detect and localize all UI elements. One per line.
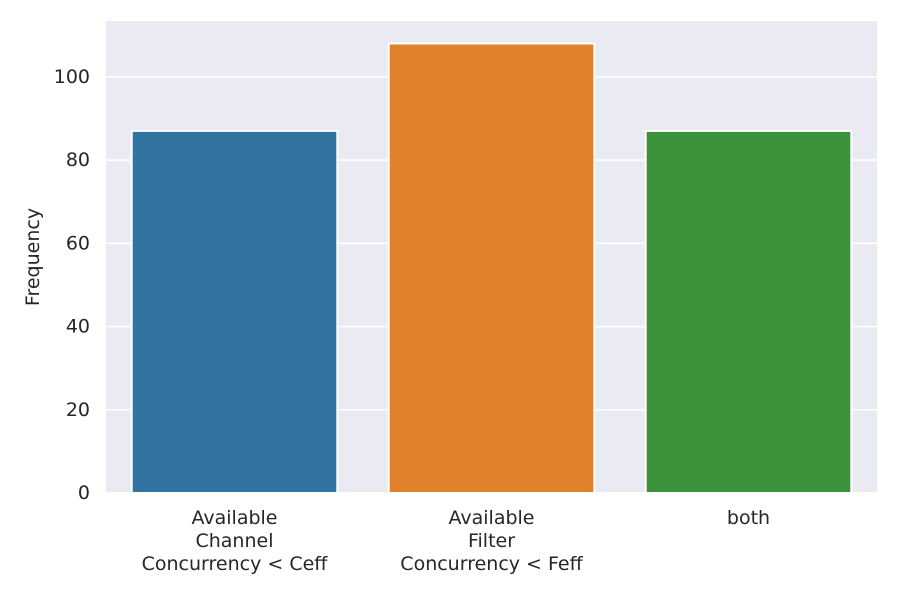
y-tick-label: 60: [66, 232, 90, 254]
bar: [387, 42, 596, 494]
x-tick-label: Available Channel Concurrency < Ceff: [142, 507, 329, 575]
bar: [644, 129, 853, 494]
y-axis-ticks: 0 20 40 60 80 100: [54, 66, 90, 504]
x-tick-label: Available Filter Concurrency < Feff: [400, 507, 583, 575]
y-tick-label: 100: [54, 66, 90, 88]
y-axis-label: Frequency: [22, 208, 44, 306]
y-tick-label: 80: [66, 149, 90, 171]
x-tick-label: both: [727, 507, 770, 529]
bar: [130, 129, 339, 494]
x-axis-ticks: Available Channel Concurrency < Ceff Availa…: [142, 507, 770, 575]
y-tick-label: 20: [66, 399, 90, 421]
y-tick-label: 40: [66, 316, 90, 338]
y-tick-label: 0: [78, 482, 90, 504]
bars: [130, 42, 853, 494]
